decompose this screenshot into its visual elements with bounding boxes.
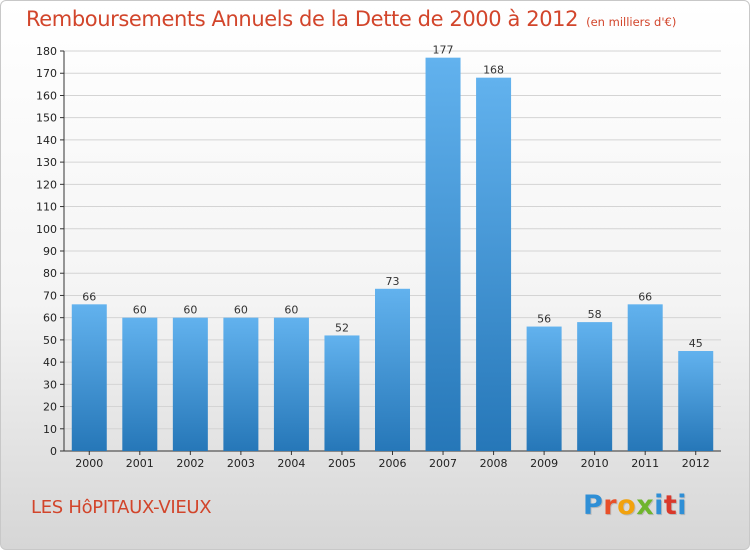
bar-2008 [476, 77, 512, 452]
proxiti-logo: Proxiti [583, 490, 687, 521]
y-tick-label: 30 [43, 378, 57, 391]
x-tick-label: 2009 [530, 457, 558, 470]
x-tick-label: 2007 [429, 457, 457, 470]
data-label: 60 [133, 304, 147, 317]
y-tick-label: 80 [43, 267, 57, 280]
logo-letter: P [583, 490, 604, 521]
bar-2000 [71, 304, 107, 451]
x-tick-label: 2002 [176, 457, 204, 470]
logo-letter: r [603, 490, 618, 521]
data-label: 66 [82, 290, 96, 303]
y-tick-label: 120 [36, 178, 57, 191]
axes: 0 10 20 30 40 50 60 70 80 90 100 110 120 130 140 150 160… [36, 45, 721, 458]
bar-2001 [122, 317, 158, 451]
y-tick-label: 160 [36, 89, 57, 102]
y-tick-label: 20 [43, 401, 57, 414]
commune-name: LES HôPITAUX-VIEUX [31, 497, 212, 518]
logo-letter: i [677, 490, 688, 521]
y-tick-label: 70 [43, 289, 57, 302]
bar-2006 [375, 288, 410, 451]
chart-subtitle: (en milliers d'€) [586, 15, 677, 29]
data-label: 60 [284, 304, 298, 317]
bar-2002 [172, 317, 208, 451]
data-label: 73 [386, 275, 400, 288]
x-tick-label: 2001 [126, 457, 154, 470]
y-tick-label: 90 [43, 245, 57, 258]
x-tick-label: 2003 [227, 457, 255, 470]
data-label: 52 [335, 321, 349, 334]
y-tick-label: 130 [36, 156, 57, 169]
chart-title: Remboursements Annuels de la Dette de 20… [26, 7, 676, 31]
bar-2011 [627, 304, 663, 451]
x-tick-label: 2008 [480, 457, 508, 470]
x-tick-label: 2011 [631, 457, 659, 470]
bar-2003 [223, 317, 259, 451]
y-tick-label: 180 [36, 45, 57, 58]
bar-2009 [526, 326, 562, 451]
bar-2007 [425, 57, 461, 452]
bar-2004 [273, 317, 309, 451]
logo-letter: i [654, 490, 664, 521]
data-label: 177 [433, 44, 454, 57]
labels: 66 2000 60 2001 60 2002 60 2003 60 2004 52 2005 73 20… [75, 44, 709, 470]
y-tick-label: 100 [36, 223, 57, 236]
x-tick-label: 2004 [277, 457, 305, 470]
y-tick-label: 150 [36, 112, 57, 125]
x-tick-label: 2000 [75, 457, 103, 470]
data-label: 60 [234, 304, 248, 317]
data-label: 56 [537, 313, 551, 326]
data-label: 60 [183, 304, 197, 317]
data-label: 168 [483, 64, 504, 77]
logo-letter: x [636, 490, 655, 521]
data-label: 66 [638, 290, 652, 303]
logo-letter: t [663, 490, 678, 521]
data-label: 58 [588, 308, 602, 321]
bar-2012 [678, 351, 714, 451]
y-tick-label: 50 [43, 334, 57, 347]
data-label: 45 [689, 337, 703, 350]
y-tick-label: 170 [36, 67, 57, 80]
y-tick-label: 110 [36, 201, 57, 214]
bar-2005 [324, 335, 360, 451]
y-tick-label: 60 [43, 312, 57, 325]
x-tick-label: 2010 [581, 457, 609, 470]
y-tick-label: 0 [50, 445, 57, 458]
x-tick-label: 2005 [328, 457, 356, 470]
x-tick-label: 2006 [379, 457, 407, 470]
y-tick-label: 10 [43, 423, 57, 436]
logo-letter: o [617, 490, 637, 521]
y-tick-label: 40 [43, 356, 57, 369]
y-tick-label: 140 [36, 134, 57, 147]
x-tick-label: 2012 [682, 457, 710, 470]
bars [71, 57, 714, 452]
chart-title-text: Remboursements Annuels de la Dette de 20… [26, 7, 579, 31]
bar-2010 [577, 322, 613, 451]
